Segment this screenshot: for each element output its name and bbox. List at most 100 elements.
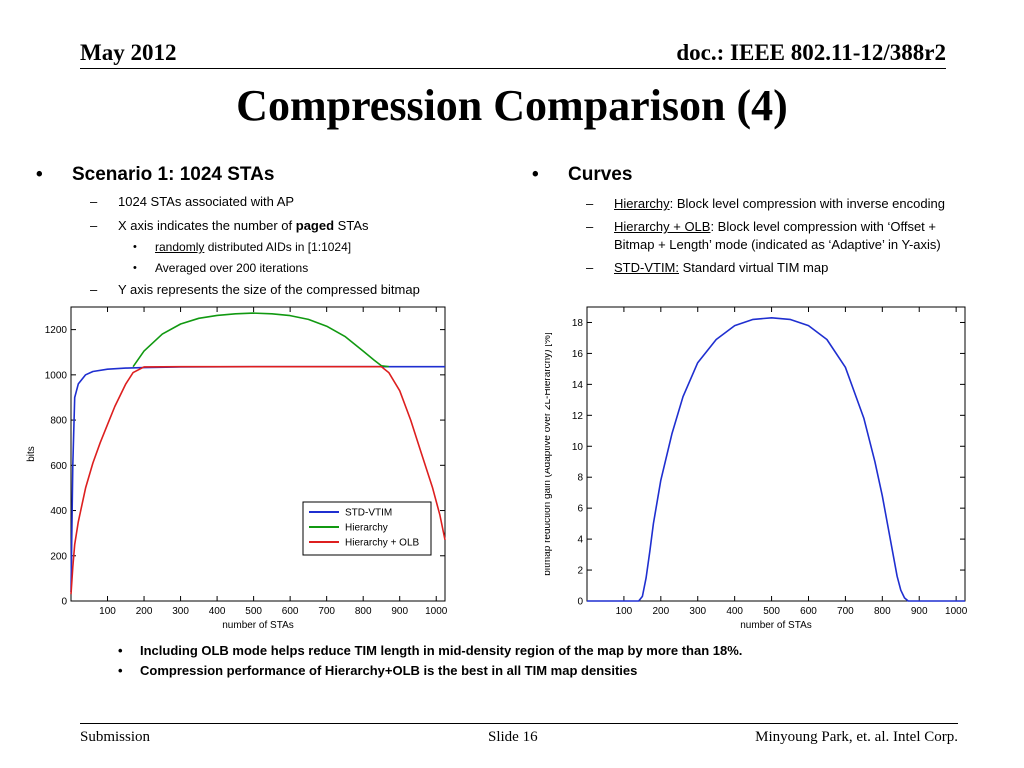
footer-slide-number: Slide 16 — [488, 729, 538, 745]
right-item-2-text-b: Bitmap + Length’ mode (indicated as ‘Ada… — [614, 237, 941, 252]
dash-icon: – — [586, 260, 594, 275]
bullet-icon: • — [36, 164, 43, 185]
y-axis-label: bitmap reduction gain (Adaptive over 2L-… — [545, 332, 553, 576]
left-heading-text: Scenario 1: 1024 STAs — [72, 164, 275, 185]
y-tick-label: 0 — [577, 597, 583, 608]
y-tick-label: 16 — [572, 349, 584, 360]
y-tick-label: 600 — [50, 461, 67, 472]
x-tick-label: 600 — [282, 606, 299, 617]
header-rule — [80, 68, 946, 69]
left-item-2-text-b: STAs — [334, 218, 369, 233]
x-tick-label: 1000 — [425, 606, 448, 617]
dash-icon: – — [90, 218, 98, 233]
x-tick-label: 300 — [172, 606, 189, 617]
header-doc-id: doc.: IEEE 802.11-12/388r2 — [676, 40, 946, 65]
x-tick-label: 800 — [355, 606, 372, 617]
y-tick-label: 400 — [50, 506, 67, 517]
dash-icon: – — [90, 282, 98, 297]
left-heading: • Scenario 1: 1024 STAs — [36, 164, 275, 186]
right-item-2-text-a: : Block level compression with ‘Offset + — [710, 219, 936, 234]
chart-bits-vs-stas: 100 200 300 400 500 600 700 800 900 1000 0 200 400 60… — [26, 306, 448, 631]
y-tick-label: 200 — [50, 551, 67, 562]
x-tick-label: 500 — [245, 606, 262, 617]
note-2: • Compression performance of Hierarchy+O… — [118, 663, 638, 678]
left-item-2-text-a: X axis indicates the number of — [118, 218, 296, 233]
x-tick-label: 200 — [652, 606, 669, 617]
x-tick-label: 700 — [837, 606, 854, 617]
note-1: • Including OLB mode helps reduce TIM le… — [118, 643, 743, 658]
left-item-1-text: 1024 STAs associated with AP — [118, 194, 295, 209]
left-subitem-2-text: Averaged over 200 iterations — [155, 261, 309, 275]
x-axis-label: number of STAs — [222, 620, 294, 631]
note-1-text: Including OLB mode helps reduce TIM leng… — [140, 643, 743, 658]
x-tick-label: 900 — [911, 606, 928, 617]
x-axis-label: number of STAs — [740, 620, 812, 631]
bullet-icon: • — [118, 643, 123, 658]
right-heading-text: Curves — [568, 164, 633, 185]
footer-submission: Submission — [80, 729, 151, 745]
x-tick-label: 600 — [800, 606, 817, 617]
y-tick-label: 4 — [577, 535, 583, 546]
footer-author: Minyoung Park, et. al. Intel Corp. — [755, 729, 958, 745]
right-item-3-text: Standard virtual TIM map — [679, 260, 829, 275]
y-axis-label: bits — [26, 446, 37, 462]
x-tick-label: 900 — [391, 606, 408, 617]
legend-box — [302, 501, 432, 556]
series-line — [132, 312, 389, 368]
x-tick-label: 500 — [763, 606, 780, 617]
bullet-icon: • — [118, 663, 123, 678]
right-item-3-underlined: STD-VTIM: — [614, 260, 679, 275]
dash-icon: – — [586, 196, 594, 211]
x-tick-label: 400 — [209, 606, 226, 617]
left-item-2-text-bold: paged — [295, 218, 335, 233]
x-tick-label: 1000 — [945, 606, 968, 617]
right-item-2: – Hierarchy + OLB: Block level compressi… — [586, 218, 941, 254]
right-item-2-underlined: Hierarchy + OLB — [614, 219, 711, 234]
y-tick-label: 10 — [572, 442, 584, 453]
y-tick-label: 8 — [577, 473, 583, 484]
y-tick-label: 1000 — [45, 370, 68, 381]
legend-label: Hierarchy + OLB — [345, 538, 420, 549]
x-tick-label: 200 — [136, 606, 153, 617]
header-date: May 2012 — [80, 40, 177, 65]
plot-area — [70, 306, 446, 602]
y-tick-label: 14 — [572, 380, 584, 391]
slide-title: Compression Comparison (4) — [236, 81, 788, 130]
legend-label: Hierarchy — [345, 523, 388, 534]
y-tick-label: 12 — [572, 411, 584, 422]
x-tick-label: 100 — [616, 606, 633, 617]
right-heading: • Curves — [532, 164, 633, 186]
dash-icon: – — [586, 219, 594, 234]
left-subitem-2: • Averaged over 200 iterations — [133, 260, 309, 276]
x-tick-label: 400 — [726, 606, 743, 617]
y-tick-label: 0 — [61, 597, 67, 608]
chart-reduction-gain: 100 200 300 400 500 600 700 800 900 1000 0 2 4 6 8 10 12… — [545, 306, 968, 631]
y-tick-label: 1200 — [45, 325, 68, 336]
dash-icon: – — [90, 194, 98, 209]
left-item-1: – 1024 STAs associated with AP — [90, 193, 295, 211]
x-tick-label: 300 — [689, 606, 706, 617]
left-item-2: – X axis indicates the number of paged S… — [90, 217, 369, 235]
right-item-3: – STD-VTIM: Standard virtual TIM map — [586, 259, 829, 277]
y-tick-label: 6 — [577, 504, 583, 515]
left-subitem-1-underlined: randomly — [155, 240, 205, 254]
y-tick-label: 800 — [50, 416, 67, 427]
right-item-1-underlined: Hierarchy — [614, 196, 670, 211]
x-tick-label: 800 — [874, 606, 891, 617]
series-line — [587, 316, 965, 602]
y-tick-label: 18 — [572, 318, 584, 329]
y-tick-label: 2 — [577, 566, 583, 577]
left-subitem-1: • randomly distributed AIDs in [1:1024] — [133, 239, 352, 255]
bullet-icon: • — [532, 164, 539, 185]
left-item-3: – Y axis represents the size of the comp… — [90, 281, 420, 299]
left-subitem-1-text: distributed AIDs in [1:1024] — [204, 240, 352, 254]
note-2-text: Compression performance of Hierarchy+OLB… — [140, 663, 638, 678]
right-item-1-text: : Block level compression with inverse e… — [669, 196, 945, 211]
left-item-3-text: Y axis represents the size of the compre… — [118, 282, 420, 297]
x-tick-label: 700 — [318, 606, 335, 617]
footer-rule — [80, 723, 958, 724]
legend-label: STD-VTIM — [345, 508, 392, 519]
bullet-icon: • — [133, 241, 137, 253]
series-line — [70, 365, 446, 595]
bullet-icon: • — [133, 262, 137, 274]
